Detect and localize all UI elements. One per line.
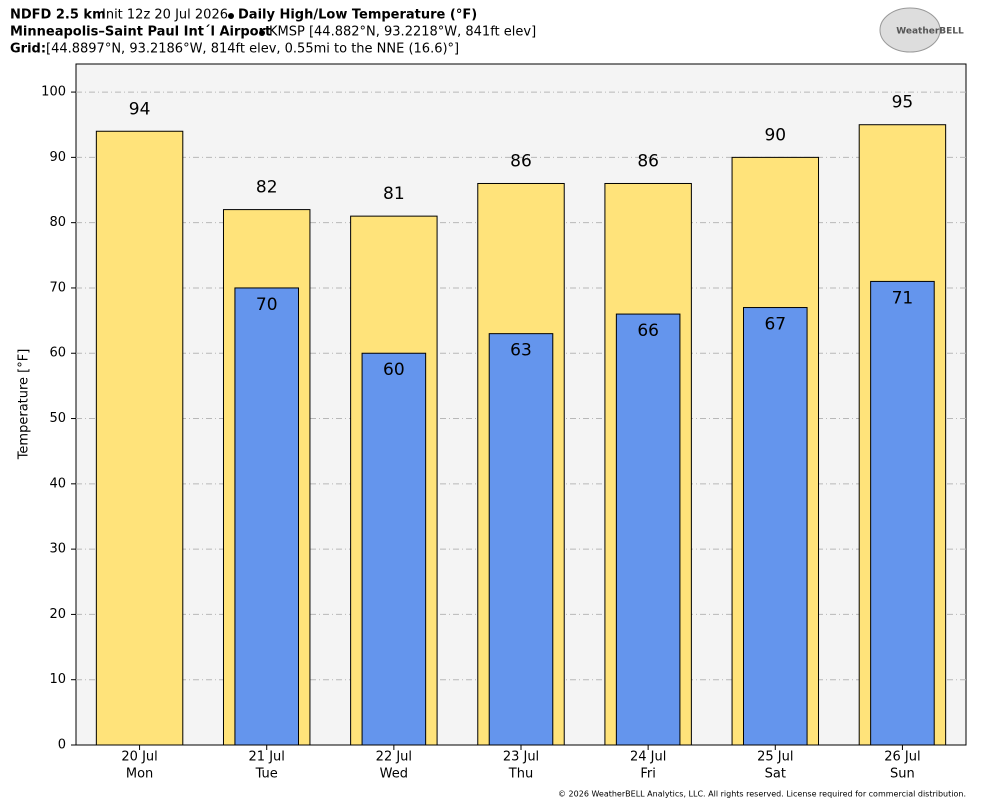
x-tick-label: 26 Jul [884,750,920,765]
value-label: 82 [256,178,278,198]
x-tick-sublabel: Sun [890,767,915,782]
model: NDFD 2.5 km [10,8,106,23]
value-label: 95 [892,93,914,113]
footer: © 2026 WeatherBELL Analytics, LLC. All r… [558,790,966,799]
x-tick-sublabel: Sat [765,767,786,782]
bar [870,280,935,746]
y-tick-label: 70 [49,280,66,295]
x-tick-sublabel: Wed [380,767,408,782]
grid-label: Grid: [10,42,46,57]
value-label: 94 [129,99,151,119]
value-label: 67 [764,315,786,335]
y-tick-label: 90 [49,150,66,165]
value-label: 86 [510,151,532,171]
x-tick-label: 23 Jul [503,750,539,765]
bar [95,130,184,746]
init: Init 12z 20 Jul 2026 [102,8,228,23]
bar [615,313,681,746]
y-tick-label: 20 [49,607,66,622]
value-label: 81 [383,184,405,204]
value-label: 63 [510,341,532,361]
value-label: 71 [892,288,914,308]
x-tick-sublabel: Fri [640,767,656,782]
bar [234,287,300,746]
location: KMSP [44.882°N, 93.2218°W, 841ft elev] [269,25,536,40]
value-label: 86 [637,151,659,171]
y-tick-label: 100 [41,85,66,100]
y-tick-label: 80 [49,215,66,230]
bar [488,333,554,746]
grid-info: [44.8897°N, 93.2186°W, 814ft elev, 0.55m… [46,42,459,57]
station: Minneapolis–Saint Paul Int´l Airport [10,25,271,40]
separator [259,30,265,36]
x-tick-sublabel: Mon [126,767,153,782]
y-tick-label: 30 [49,542,66,557]
x-tick-sublabel: Tue [255,767,278,782]
x-tick-label: 24 Jul [630,750,666,765]
logo-mark [879,7,941,53]
x-tick-label: 20 Jul [121,750,157,765]
separator [228,13,234,19]
y-tick-label: 40 [49,476,66,491]
y-tick-label: 0 [58,738,66,753]
x-tick-sublabel: Thu [508,767,533,782]
bar [743,307,808,746]
y-tick-label: 10 [49,672,66,687]
value-label: 60 [383,360,405,380]
value-label: 66 [637,321,659,341]
x-tick-label: 22 Jul [376,750,412,765]
x-tick-label: 25 Jul [757,750,793,765]
bar [361,352,427,746]
value-label: 90 [764,125,786,145]
logo: WeatherBELL [896,27,964,37]
y-tick-label: 60 [49,346,66,361]
x-tick-label: 21 Jul [249,750,285,765]
y-tick-label: 50 [49,411,66,426]
product: Daily High/Low Temperature (°F) [238,8,477,23]
y-axis-label: Temperature [°F] [17,349,32,461]
value-label: 70 [256,295,278,315]
